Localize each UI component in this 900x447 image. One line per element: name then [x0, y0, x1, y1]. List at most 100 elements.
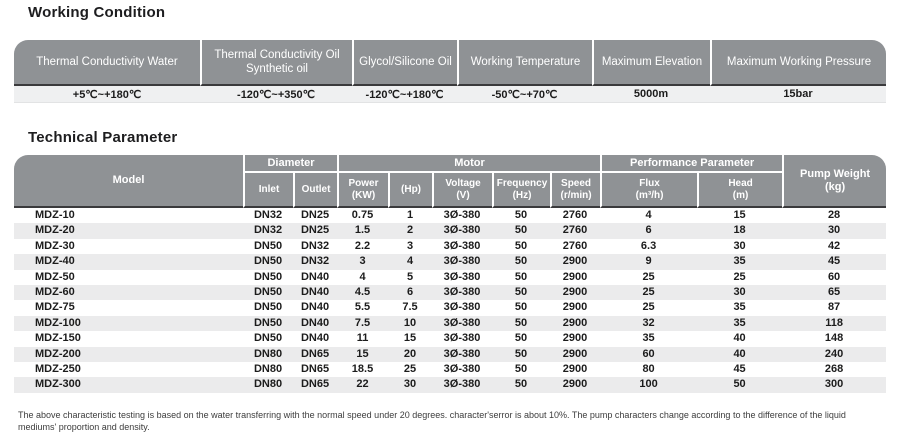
value-cell: 2760: [562, 239, 588, 252]
model-cell: MDZ-150: [35, 332, 81, 345]
value-cell: 240: [824, 347, 844, 360]
value-cell: 30: [403, 378, 417, 391]
value-cell: 50: [514, 286, 528, 299]
value-cell: 2760: [562, 224, 588, 237]
value-cell: DN25: [300, 224, 330, 237]
value-cell: 6: [645, 224, 652, 237]
value-cell: 2900: [562, 255, 588, 268]
col-group-performance: Performance Parameter: [600, 155, 783, 173]
value-cell: DN40: [300, 270, 330, 283]
value-cell: 50: [514, 347, 528, 360]
value-cell: DN40: [300, 332, 330, 345]
value-cell: DN32: [300, 255, 330, 268]
value-cell: 5.5: [354, 301, 371, 314]
col-header-frequency: Frequency (Hz): [492, 173, 551, 208]
working-condition-header-row: Thermal Conductivity Water Thermal Condu…: [14, 40, 886, 86]
value-cell: 118: [825, 316, 843, 329]
value-cell: 2.2: [354, 239, 371, 252]
value-cell: 35: [642, 332, 655, 345]
value-cell: 2900: [562, 347, 588, 360]
value-cell: 100: [639, 378, 658, 391]
col-header-working-temp: Working Temperature: [457, 40, 592, 86]
value-max-pressure: 15bar: [710, 86, 886, 103]
table-row: MDZ-150 DN50 DN40 11 15 3Ø-380 50 2900 35 40 148: [14, 331, 887, 347]
value-cell: DN50: [253, 255, 283, 268]
value-cell: 2900: [562, 316, 588, 329]
col-header-voltage: Voltage (V): [432, 173, 493, 208]
table-row: MDZ-100 DN50 DN40 7.5 10 3Ø-380 50 2900 32 35 118: [14, 315, 887, 332]
value-cell: 80: [642, 363, 655, 376]
col-header-max-pressure: Maximum Working Pressure: [710, 40, 886, 86]
value-cell: DN50: [253, 316, 283, 329]
value-cell: 4: [406, 255, 414, 268]
value-cell: DN50: [253, 301, 283, 314]
value-cell: DN65: [300, 347, 330, 360]
model-cell: MDZ-200: [35, 347, 81, 360]
value-cell: 65: [827, 286, 841, 299]
col-header-thermal-oil: Thermal Conductivity Oil Synthetic oil: [200, 40, 352, 86]
value-cell: 2900: [562, 363, 588, 376]
value-cell: 50: [514, 378, 528, 391]
model-cell: MDZ-20: [35, 224, 75, 237]
value-cell: 30: [733, 239, 746, 252]
value-cell: 25: [733, 270, 746, 283]
value-cell: 3Ø-380: [443, 378, 481, 391]
value-cell: 25: [642, 301, 655, 314]
value-cell: 15: [403, 332, 417, 345]
value-cell: DN32: [253, 209, 283, 221]
footnote-text: The above characteristic testing is base…: [18, 410, 846, 432]
value-cell: 50: [514, 239, 528, 252]
value-cell: 60: [827, 270, 841, 283]
working-condition-value-row: +5℃~+180℃ -120℃~+350℃ -120℃~+180℃ -50℃~+…: [14, 86, 886, 103]
value-cell: DN40: [300, 301, 330, 314]
table-row: MDZ-60 DN50 DN40 4.5 6 3Ø-380 50 2900 25 30 65: [14, 285, 887, 301]
value-cell: 3Ø-380: [443, 224, 481, 237]
value-cell: 15: [733, 209, 746, 221]
value-cell: 3Ø-380: [443, 270, 481, 283]
col-header-glycol-silicone: Glycol/Silicone Oil: [352, 40, 457, 86]
value-cell: DN80: [253, 347, 283, 360]
value-cell: 18.5: [351, 363, 374, 376]
value-cell: 3: [406, 239, 414, 252]
model-cell: MDZ-30: [35, 239, 75, 252]
value-cell: 22: [356, 378, 369, 391]
value-cell: 45: [827, 255, 841, 268]
col-header-power: Power (KW): [337, 173, 389, 208]
value-cell: 3Ø-380: [443, 316, 481, 329]
model-cell: MDZ-40: [35, 255, 75, 268]
model-cell: MDZ-300: [35, 378, 81, 391]
technical-group-header-row: Model Diameter Motor Performance Paramet…: [14, 155, 887, 208]
value-cell: 4: [359, 270, 366, 283]
technical-table-body: MDZ-10 DN32 DN25 0.75 1 3Ø-380 50 2760 4 15 28 MDZ-…: [14, 208, 887, 393]
value-cell: 3Ø-380: [443, 209, 481, 221]
value-cell: 35: [733, 255, 746, 268]
technical-sub-header-row: Inlet Outlet Power (KW) (Hp) Voltage (V)…: [14, 173, 886, 208]
value-cell: 30: [733, 286, 746, 299]
value-cell: 40: [733, 332, 746, 345]
value-cell: DN32: [300, 239, 330, 252]
value-cell: 3Ø-380: [443, 239, 481, 252]
value-cell: 32: [642, 316, 655, 329]
value-cell: 50: [514, 316, 528, 329]
value-cell: DN80: [253, 378, 283, 391]
value-cell: 10: [403, 316, 417, 329]
value-cell: DN40: [300, 286, 330, 299]
col-header-pump-weight: Pump Weight (kg): [782, 155, 887, 208]
model-cell: MDZ-50: [35, 270, 75, 283]
model-cell: MDZ-75: [35, 301, 75, 314]
model-cell: MDZ-10: [35, 209, 75, 221]
technical-parameter-table: Model Diameter Motor Performance Paramet…: [14, 155, 887, 393]
value-thermal-oil: -120℃~+350℃: [200, 86, 352, 103]
model-cell: MDZ-250: [35, 363, 81, 376]
value-cell: 3Ø-380: [443, 255, 481, 268]
table-row: MDZ-250 DN80 DN65 18.5 25 3Ø-380 50 2900 80 45 268: [14, 362, 887, 378]
value-cell: 40: [733, 347, 746, 360]
value-cell: 28: [827, 209, 841, 221]
col-header-flux: Flux (m³/h): [600, 173, 698, 208]
value-cell: 15: [356, 347, 369, 360]
table-row: MDZ-300 DN80 DN65 22 30 3Ø-380 50 2900 100 50 300: [14, 377, 887, 393]
value-cell: 45: [733, 363, 746, 376]
value-cell: 2900: [562, 301, 588, 314]
value-cell: 300: [824, 378, 844, 391]
value-cell: 35: [733, 316, 746, 329]
